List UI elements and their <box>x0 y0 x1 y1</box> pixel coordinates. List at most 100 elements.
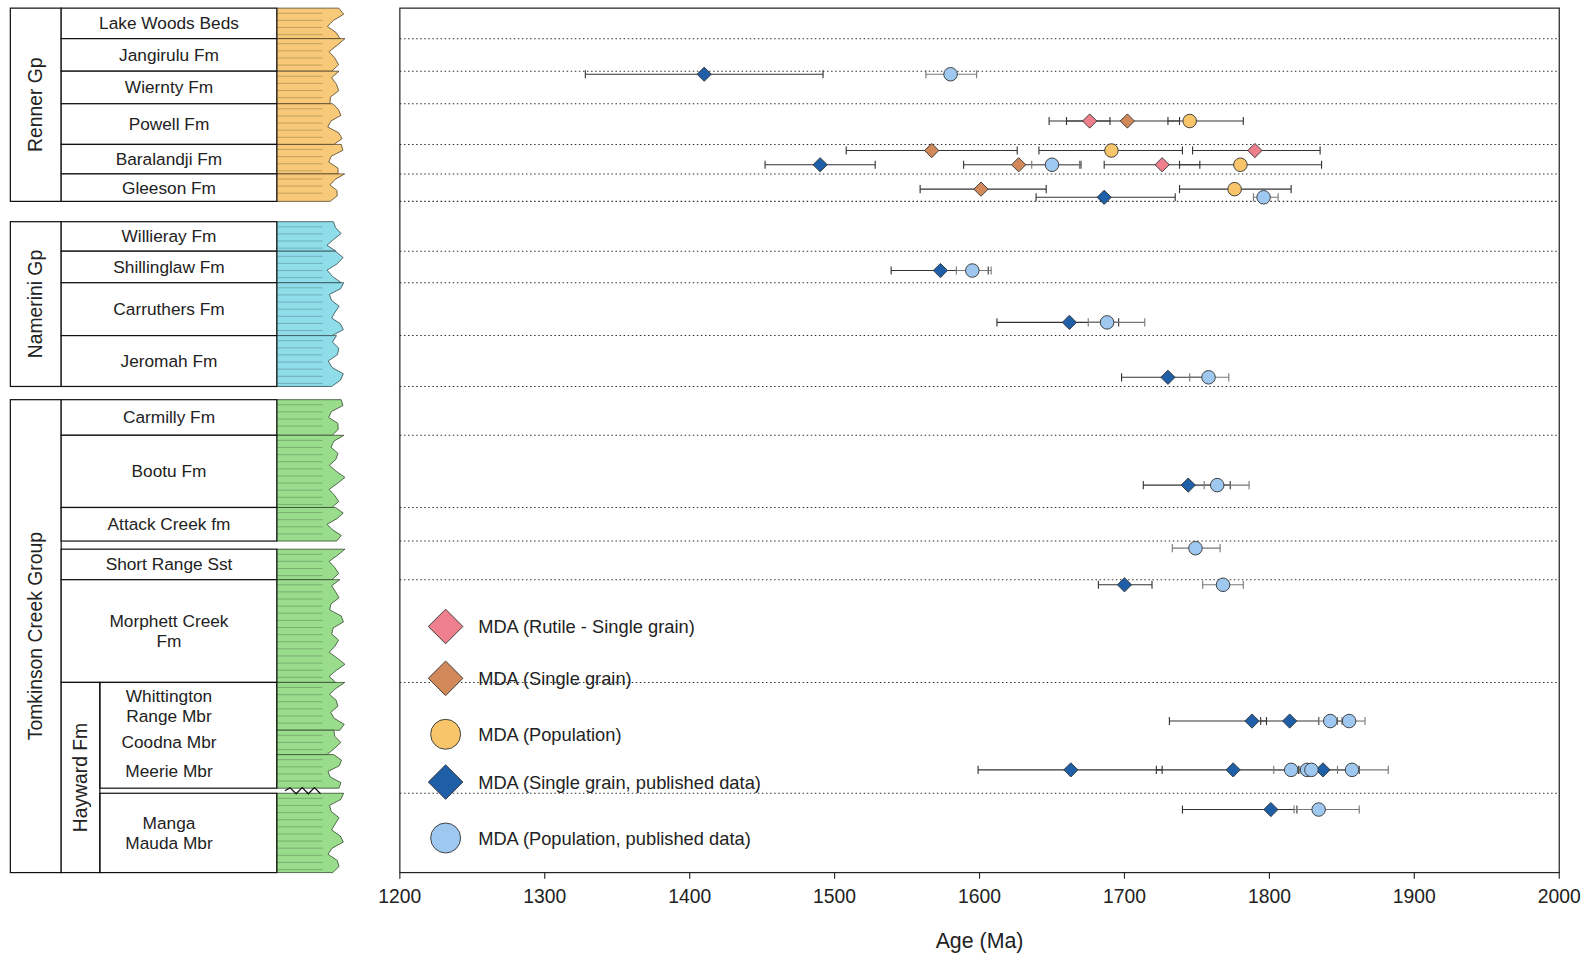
lithology-texture <box>277 504 323 505</box>
error-cap <box>1169 717 1170 725</box>
lithology-texture <box>277 369 323 370</box>
lithology-texture <box>277 354 323 355</box>
tick-label: 1700 <box>1103 886 1146 907</box>
tick-label: 1400 <box>668 886 711 907</box>
legend-marker <box>431 823 461 853</box>
horizon-line <box>400 282 1559 283</box>
data-point <box>1323 714 1337 728</box>
legend-label: MDA (Single grain) <box>478 668 632 689</box>
data-point <box>1305 763 1319 777</box>
lithology-texture <box>277 468 323 469</box>
lithology-texture <box>277 13 323 14</box>
lithology-texture <box>277 419 323 420</box>
error-cap <box>1291 185 1292 193</box>
lithology-texture <box>277 454 323 455</box>
member-box <box>100 793 277 872</box>
data-point <box>1284 763 1298 777</box>
data-point <box>813 158 827 172</box>
lithology-texture <box>277 90 323 91</box>
lithology-texture <box>277 483 323 484</box>
lithology-texture <box>277 641 323 642</box>
error-cap <box>1104 161 1105 169</box>
group-label: Tomkinson Creek Group <box>25 532 46 740</box>
error-bar <box>1168 117 1243 125</box>
error-cap <box>1172 544 1173 552</box>
lithology-texture <box>277 294 323 295</box>
tick <box>1414 873 1415 879</box>
error-cap <box>1293 805 1294 813</box>
unit-box <box>61 104 277 145</box>
lithology-texture <box>277 447 323 448</box>
lithology-texture <box>277 634 323 635</box>
data-point <box>1283 714 1297 728</box>
lithology-texture <box>277 723 323 724</box>
unit-label: Lake Woods Beds <box>99 13 239 33</box>
error-cap <box>1175 193 1176 201</box>
lithology <box>277 71 339 104</box>
unit-label: Attack Creek fm <box>108 514 231 534</box>
lithology <box>277 104 342 145</box>
lithology-texture <box>277 226 323 227</box>
lithology <box>277 336 344 387</box>
lithology-texture <box>277 383 323 384</box>
figure: Renner GpLake Woods BedsJangirulu FmWier… <box>0 0 1595 957</box>
lithology <box>277 174 345 201</box>
lithology-texture <box>277 781 323 782</box>
error-cap <box>991 266 992 274</box>
lithology-texture <box>277 708 323 709</box>
group-label: Namerini Gp <box>25 250 46 358</box>
error-cap <box>1167 117 1168 125</box>
error-cap <box>891 266 892 274</box>
error-cap <box>846 146 847 154</box>
lithology-texture <box>277 302 323 303</box>
lithology-texture <box>277 115 323 116</box>
error-cap <box>1243 117 1244 125</box>
horizon-line <box>400 541 1559 542</box>
lithology-texture <box>277 76 323 77</box>
data-point <box>1210 478 1224 492</box>
lithology-texture <box>277 759 323 760</box>
lithology-texture <box>277 426 323 427</box>
data-point <box>697 67 711 81</box>
lithology <box>277 8 344 39</box>
error-cap <box>1192 146 1193 154</box>
error-cap <box>1359 805 1360 813</box>
lithology-texture <box>277 137 323 138</box>
error-cap <box>1189 373 1190 381</box>
error-cap <box>585 70 586 78</box>
error-cap <box>1273 766 1274 774</box>
lithology-texture <box>277 163 323 164</box>
unit-box <box>61 71 277 104</box>
lithology-texture <box>277 248 323 249</box>
tick-label: 1800 <box>1248 886 1291 907</box>
lithology-texture <box>277 819 323 820</box>
plot-frame <box>400 8 1559 872</box>
lithology <box>277 755 342 789</box>
tick <box>544 873 545 879</box>
error-cap <box>1318 717 1319 725</box>
lithology-texture <box>277 670 323 671</box>
error-cap <box>1202 581 1203 589</box>
error-bar <box>1088 318 1145 326</box>
horizon-line <box>400 335 1559 336</box>
member-label: Meerie Mbr <box>125 761 213 781</box>
horizon-line <box>400 71 1559 72</box>
unit-box <box>61 8 277 39</box>
unit-box <box>61 549 277 580</box>
lithology-texture <box>277 742 323 743</box>
lithology-texture <box>277 330 323 331</box>
data-point <box>1257 191 1271 205</box>
data-point <box>944 67 958 81</box>
lithology-texture <box>277 584 323 585</box>
group-label: Renner Gp <box>25 58 46 152</box>
member-box <box>100 682 277 788</box>
legend-marker <box>428 765 463 800</box>
legend-label: MDA (Rutile - Single grain) <box>478 616 695 637</box>
lithology-texture <box>277 43 323 44</box>
tick-label: 1200 <box>378 886 421 907</box>
data-point <box>1181 478 1195 492</box>
error-cap <box>956 266 957 274</box>
lithology-texture <box>277 440 323 441</box>
lithology <box>277 283 344 336</box>
lithology-texture <box>277 340 323 341</box>
